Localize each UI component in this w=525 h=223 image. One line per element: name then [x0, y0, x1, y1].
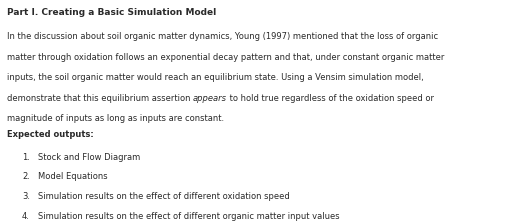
Text: Expected outputs:: Expected outputs:: [7, 130, 93, 139]
Text: 2.: 2.: [22, 172, 30, 181]
Text: magnitude of inputs as long as inputs are constant.: magnitude of inputs as long as inputs ar…: [7, 114, 224, 123]
Text: In the discussion about soil organic matter dynamics, Young (1997) mentioned tha: In the discussion about soil organic mat…: [7, 32, 438, 41]
Text: 3.: 3.: [22, 192, 30, 201]
Text: Part I. Creating a Basic Simulation Model: Part I. Creating a Basic Simulation Mode…: [7, 8, 216, 17]
Text: Model Equations: Model Equations: [38, 172, 108, 181]
Text: Simulation results on the effect of different oxidation speed: Simulation results on the effect of diff…: [38, 192, 290, 201]
Text: 4.: 4.: [22, 212, 30, 221]
Text: demonstrate that this equilibrium assertion: demonstrate that this equilibrium assert…: [7, 94, 193, 103]
Text: to hold true regardless of the oxidation speed or: to hold true regardless of the oxidation…: [227, 94, 434, 103]
Text: inputs, the soil organic matter would reach an equilibrium state. Using a Vensim: inputs, the soil organic matter would re…: [7, 73, 424, 82]
Text: 1.: 1.: [22, 153, 30, 162]
Text: Simulation results on the effect of different organic matter input values: Simulation results on the effect of diff…: [38, 212, 340, 221]
Text: appears: appears: [193, 94, 227, 103]
Text: matter through oxidation follows an exponential decay pattern and that, under co: matter through oxidation follows an expo…: [7, 53, 444, 62]
Text: Stock and Flow Diagram: Stock and Flow Diagram: [38, 153, 140, 162]
